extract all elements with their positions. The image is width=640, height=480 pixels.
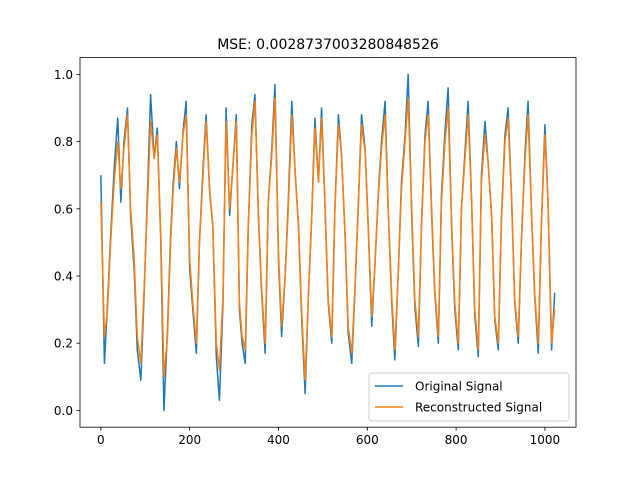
y-axis: 0.0 0.2 0.4 0.6 0.8 1.0 xyxy=(54,68,80,418)
series-layer xyxy=(100,73,556,412)
x-tick-label: 600 xyxy=(356,433,379,447)
legend-label: Original Signal xyxy=(415,380,503,394)
axes-frame xyxy=(79,57,577,428)
y-tick-label: 0.8 xyxy=(54,135,73,149)
legend: Original Signal Reconstructed Signal xyxy=(368,372,570,422)
y-tick-label: 0.6 xyxy=(54,202,73,216)
x-axis: 0 200 400 600 800 1000 xyxy=(97,427,560,447)
x-tick-label: 1000 xyxy=(530,433,561,447)
legend-label: Reconstructed Signal xyxy=(415,401,542,415)
y-tick-label: 0.4 xyxy=(54,270,73,284)
legend-box xyxy=(368,372,570,422)
plot-area xyxy=(79,57,577,428)
series-line-2 xyxy=(100,97,556,381)
x-tick-label: 400 xyxy=(267,433,290,447)
x-tick-label: 200 xyxy=(178,433,201,447)
x-tick-label: 800 xyxy=(445,433,468,447)
y-tick-label: 1.0 xyxy=(54,68,73,82)
y-tick-label: 0.2 xyxy=(54,337,73,351)
chart-title: MSE: 0.002873700328084852​6 xyxy=(217,37,439,53)
y-tick-label: 0.0 xyxy=(54,404,73,418)
x-tick-label: 0 xyxy=(97,433,105,447)
